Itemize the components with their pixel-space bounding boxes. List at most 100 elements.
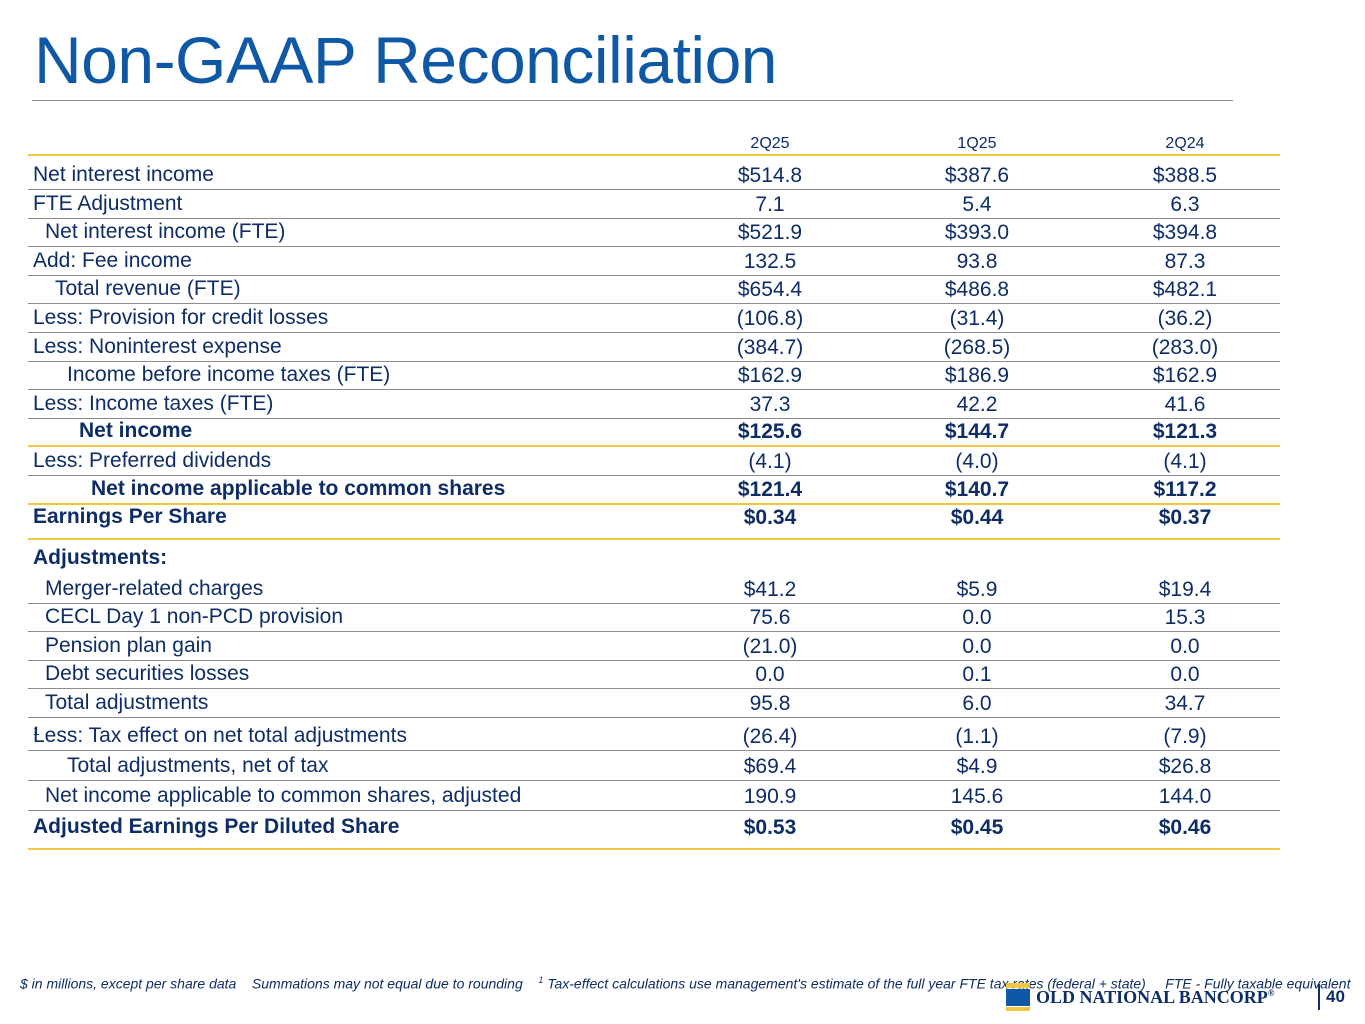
label-text: Net income applicable to common shares [91, 476, 506, 500]
label-text: Less: Tax effect on net total adjustment… [33, 723, 407, 747]
cell-value: $0.53 [743, 815, 797, 839]
cell-value: $0.34 [743, 505, 797, 529]
label-text: Total adjustments, net of tax [67, 753, 329, 777]
cell-value: 7.1 [755, 192, 785, 216]
logo-icon [1006, 983, 1030, 1011]
note: $ in millions, except per share data [20, 975, 237, 992]
cell-value: $19.4 [1158, 577, 1212, 601]
cell-value: 0.0 [1170, 634, 1200, 658]
cell-value: $144.7 [944, 420, 1010, 444]
table-row: Income before income taxes (FTE) $162.9 $1… [28, 362, 1280, 391]
label-text: Adjustments: [33, 545, 168, 569]
cell-value: $654.4 [737, 278, 803, 302]
label-text: Income before income taxes (FTE) [67, 363, 391, 387]
logo-mark: ® [1267, 988, 1275, 998]
cell-value: $521.9 [737, 221, 803, 245]
cell-value: $387.6 [944, 164, 1010, 187]
label-text: Less: Provision for credit losses [33, 305, 329, 329]
cell-value: (4.0) [955, 449, 999, 473]
cell-value: 145.6 [950, 784, 1004, 808]
cell-value: (7.9) [1163, 724, 1207, 748]
header-row: 2Q25 1Q25 2Q24 [28, 128, 1280, 156]
cell-value: $394.8 [1152, 221, 1218, 245]
label-text: Adjusted Earnings Per Diluted Share [33, 814, 400, 838]
label-text: Less: Preferred dividends [33, 448, 272, 472]
table-row: Net interest income $514.8 $387.6 $388.5 [28, 156, 1280, 190]
label-text: FTE Adjustment [33, 191, 183, 215]
cell-value: $514.8 [737, 164, 803, 187]
footer-notes: $ in millions, except per share data Sum… [20, 971, 1350, 993]
cell-value: 34.7 [1164, 691, 1206, 715]
cell-value: (1.1) [955, 724, 999, 748]
table-row: CECL Day 1 non-PCD provision 75.6 0.0 15.3 [28, 604, 1280, 633]
cell-value: $26.8 [1158, 754, 1212, 778]
table-row: Less: Noninterest expense (384.7) (268.5) (… [28, 333, 1280, 362]
table-row: Less: Tax effect on net total adjustment… [28, 718, 1280, 751]
label-text: Net interest income [33, 163, 214, 186]
cell-value: 37.3 [749, 392, 791, 416]
title: Non-GAAP Reconciliation [34, 23, 778, 97]
cell-value: $162.9 [1152, 364, 1218, 388]
table-row: Net interest income (FTE) $521.9 $393.0 $39… [28, 219, 1280, 248]
table: 2Q25 1Q25 2Q24 Net interest income $514.8 $38… [28, 128, 1280, 850]
abbreviation: FTE - Fully taxable equivalent [1165, 975, 1351, 992]
cell-value: (283.0) [1151, 335, 1219, 359]
cell-value: 93.8 [956, 249, 998, 273]
table-row: Debt securities losses 0.0 0.1 0.0 [28, 661, 1280, 690]
cell-value: $186.9 [944, 364, 1010, 388]
cell-value: $0.44 [950, 505, 1004, 529]
table-row: Less: Income taxes (FTE) 37.3 42.2 41.6 [28, 390, 1280, 419]
table-row: Net income applicable to common shares $1… [28, 476, 1280, 505]
cell-value: 6.3 [1170, 192, 1200, 216]
label-text: Total adjustments [45, 690, 209, 714]
cell-value: $125.6 [737, 420, 803, 444]
logo-text: OLD NATIONAL BANCORP [1036, 987, 1268, 1007]
cell-value: $0.37 [1158, 505, 1212, 529]
cell-value: $162.9 [737, 364, 803, 388]
cell-value: $5.9 [956, 577, 998, 601]
cell-value: $41.2 [743, 577, 797, 601]
cell-value: 87.3 [1164, 249, 1206, 273]
cell-value: (4.1) [1163, 449, 1207, 473]
cell-value: (106.8) [736, 306, 804, 330]
table-row: Total adjustments, net of tax $69.4 $4.9 $2… [28, 751, 1280, 781]
label-text: CECL Day 1 non-PCD provision [45, 605, 344, 629]
label-text: Add: Fee income [33, 248, 192, 272]
note: Summations may not equal due to rounding [251, 975, 523, 992]
cell-value: 42.2 [956, 392, 998, 416]
table-row: Less: Provision for credit losses (106.8)… [28, 304, 1280, 333]
table-row: Merger-related charges $41.2 $5.9 $19.4 [28, 575, 1280, 604]
table-row: Adjusted Earnings Per Diluted Share $0.53… [28, 811, 1280, 850]
table-row: Earnings Per Share $0.34 $0.44 $0.37 [28, 505, 1280, 540]
label-text: Merger-related charges [45, 576, 264, 600]
column-header: 2Q24 [1165, 135, 1205, 152]
cell-value: $0.46 [1158, 815, 1212, 839]
column-header: 2Q25 [750, 135, 790, 152]
cell-value: $121.3 [1152, 420, 1218, 444]
label-text: Less: Noninterest expense [33, 334, 282, 358]
footnote-ref: 1 [33, 723, 40, 738]
cell-value: (36.2) [1157, 306, 1213, 330]
cell-value: 0.0 [962, 606, 992, 630]
table-row: Net income $125.6 $144.7 $121.3 [28, 419, 1280, 448]
table-row: Total adjustments 95.8 6.0 34.7 [28, 689, 1280, 718]
label-text: Net interest income (FTE) [45, 220, 286, 244]
table-row: Add: Fee income 132.5 93.8 87.3 [28, 247, 1280, 276]
row-label: Less: Tax effect on net total adjustment… [33, 723, 407, 749]
table-row: Less: Preferred dividends (4.1) (4.0) (4.1) [28, 447, 1280, 476]
table-row: Adjustments: [28, 540, 1280, 575]
cell-value: $393.0 [944, 221, 1010, 245]
cell-value: 41.6 [1164, 392, 1206, 416]
table-row: Pension plan gain (21.0) 0.0 0.0 [28, 632, 1280, 661]
label-text: Debt securities losses [45, 662, 250, 686]
table-row: Total revenue (FTE) $654.4 $486.8 $482.1 [28, 276, 1280, 305]
cell-value: $69.4 [743, 754, 797, 778]
cell-value: 0.0 [962, 634, 992, 658]
cell-value: (21.0) [742, 634, 798, 658]
cell-value: $482.1 [1152, 278, 1218, 302]
cell-value: (268.5) [943, 335, 1011, 359]
cell-value: (384.7) [736, 335, 804, 359]
label-text: Total revenue (FTE) [55, 277, 241, 301]
cell-value: 95.8 [749, 691, 791, 715]
